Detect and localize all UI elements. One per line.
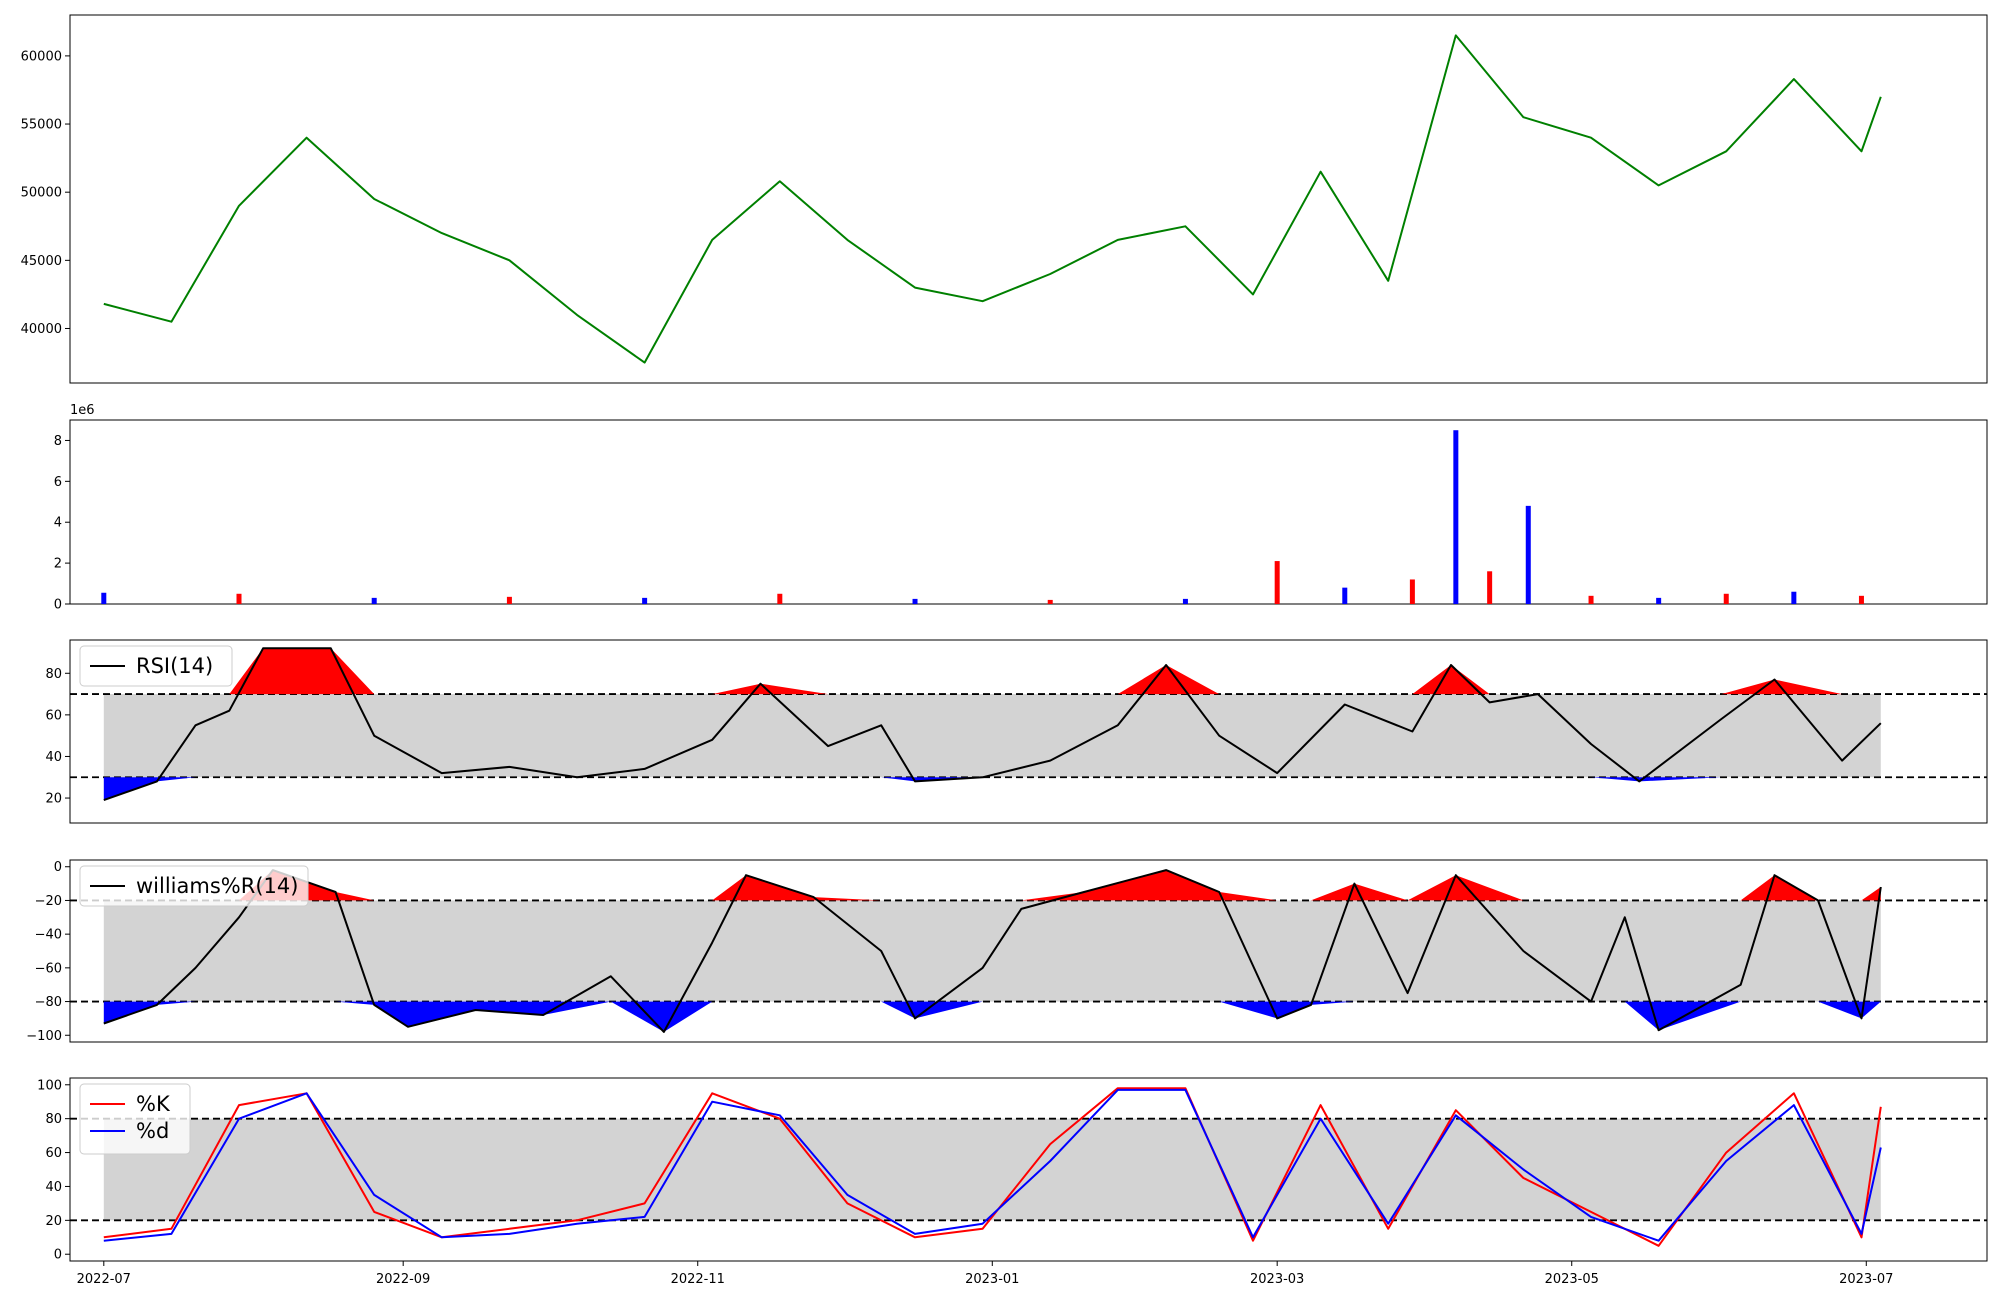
legend-box (79, 645, 233, 687)
rsi-oversold-fill (103, 777, 1881, 801)
williams-oversold-fill (103, 1001, 1881, 1032)
volume-bar (642, 597, 648, 604)
williams-line (103, 869, 1882, 1033)
4-ytick-label: 0 (54, 1248, 62, 1263)
legend-label: williams%R(14) (136, 874, 298, 898)
0-ytick-label: 45000 (21, 254, 62, 269)
3-ytick-label: −60 (35, 961, 62, 976)
volume-bar (1487, 571, 1493, 604)
volume-bar (1274, 561, 1280, 604)
volume-bar (506, 596, 512, 604)
1-ytick-label: 4 (54, 516, 62, 531)
0-ytick-label: 55000 (21, 118, 62, 133)
1-ytick-label: 0 (54, 598, 62, 613)
1-ytick-label: 2 (54, 557, 62, 572)
legend-label: %K (136, 1092, 171, 1116)
volume-axes-frame (69, 419, 1988, 605)
4-ytick-label: 20 (45, 1214, 62, 1229)
volume-bar (371, 597, 377, 604)
volume-bar (1525, 505, 1531, 604)
stochastic-panel: 0 20 40 60 80 100 %K %d (37, 1077, 1988, 1263)
rsi-panel: 20 40 60 80 RSI(14) (45, 639, 1988, 824)
volume-bar (1182, 598, 1188, 604)
shared-x-axis: 2022-07 2022-09 2022-11 2023-01 2023-03 2023-… (77, 1261, 1893, 1287)
3-ytick-label: −40 (35, 928, 62, 943)
x-tick-label: 2023-07 (1839, 1272, 1893, 1287)
price-axes-frame (69, 14, 1988, 384)
price-panel: 40000 45000 50000 55000 60000 (21, 14, 1988, 384)
stochastic-d-line (103, 1088, 1882, 1242)
0-ytick-label: 60000 (21, 49, 62, 64)
x-tick-label: 2023-05 (1545, 1272, 1599, 1287)
2-ytick-label: 20 (45, 792, 62, 807)
1-ytick-label: 8 (54, 434, 62, 449)
3-ytick-label: −100 (26, 1029, 62, 1044)
x-tick-label: 2023-01 (965, 1272, 1019, 1287)
price-line (103, 34, 1882, 364)
legend-label: %d (136, 1119, 169, 1143)
stochastic-neutral-band (103, 1118, 1881, 1221)
rsi-overbought-fill (103, 648, 1881, 695)
2-ytick-label: 80 (45, 667, 62, 682)
rsi-line (103, 647, 1882, 802)
rsi-axes-frame (69, 639, 1988, 824)
williams-overbought-fill (103, 870, 1881, 901)
4-ytick-label: 80 (45, 1112, 62, 1127)
0-ytick-label: 50000 (21, 186, 62, 201)
volume-bar (1588, 595, 1594, 604)
4-ytick-label: 40 (45, 1180, 62, 1195)
williams-axes-frame (69, 859, 1988, 1043)
volume-bar (1409, 579, 1415, 604)
volume-bar (1342, 587, 1348, 604)
williams-panel: 0 −20 −40 −60 −80 −100 williams%R(14) (26, 859, 1988, 1044)
volume-bar (777, 593, 783, 604)
1-ytick-label: 6 (54, 475, 62, 490)
x-tick-label: 2022-09 (376, 1272, 430, 1287)
volume-bar (1791, 591, 1797, 604)
2-ytick-label: 40 (45, 750, 62, 765)
volume-bar (236, 593, 242, 604)
volume-panel: 0 2 4 6 8 1e6 (54, 403, 1988, 613)
x-tick-label: 2022-11 (671, 1272, 725, 1287)
volume-bar (1858, 595, 1864, 604)
volume-bar (1656, 597, 1662, 604)
3-ytick-label: −80 (35, 995, 62, 1010)
williams-neutral-band (103, 900, 1881, 1002)
legend-box (79, 1083, 191, 1155)
volume-offset-label: 1e6 (70, 403, 95, 418)
volume-bar (101, 592, 107, 604)
3-ytick-label: −20 (35, 894, 62, 909)
volume-bar (912, 598, 918, 604)
rsi-neutral-band (103, 694, 1881, 778)
volume-bar (1047, 599, 1053, 604)
legend-label: RSI(14) (136, 654, 213, 678)
x-tick-label: 2022-07 (77, 1272, 131, 1287)
4-ytick-label: 60 (45, 1146, 62, 1161)
0-ytick-label: 40000 (21, 322, 62, 337)
volume-bar (1453, 430, 1459, 604)
x-tick-label: 2023-03 (1250, 1272, 1304, 1287)
legend-box (79, 865, 309, 907)
stochastic-axes-frame (69, 1077, 1988, 1262)
3-ytick-label: 0 (54, 860, 62, 875)
2-ytick-label: 60 (45, 708, 62, 723)
volume-bar (1723, 593, 1729, 604)
4-ytick-label: 100 (37, 1078, 62, 1093)
